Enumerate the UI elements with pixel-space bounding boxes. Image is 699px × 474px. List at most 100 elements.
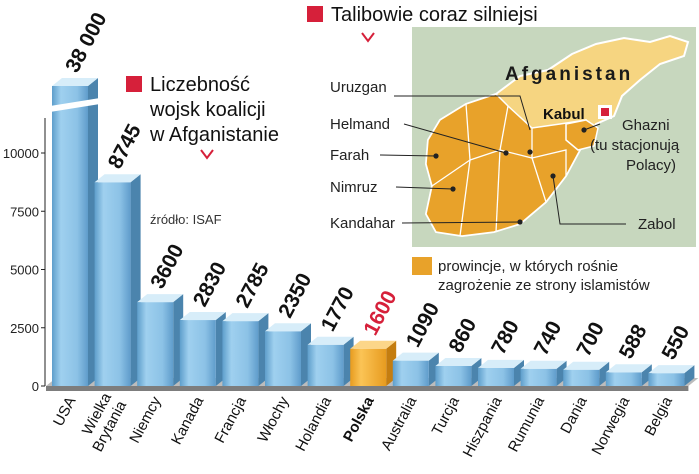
y-tick-label: 5000 [10, 263, 39, 278]
province-label-nimruz: Nimruz [330, 179, 378, 196]
bar-side [684, 365, 695, 386]
value-label: 550 [658, 322, 695, 364]
value-label: 2830 [189, 258, 231, 310]
bar [52, 86, 88, 386]
bar [137, 302, 174, 386]
value-label: 588 [615, 321, 652, 363]
chart-title-arrow [200, 149, 214, 160]
bar [179, 320, 216, 386]
category-label: Turcja [429, 393, 464, 438]
province-label-farah: Farah [330, 147, 369, 164]
bar [478, 367, 514, 386]
value-label: 1090 [402, 299, 444, 351]
bar-top [392, 352, 439, 361]
province-label-zabol: Zabol [638, 216, 676, 233]
province-label-helmand: Helmand [330, 116, 390, 133]
bar [307, 344, 344, 386]
bar-top [563, 361, 610, 370]
category-label: Australia [378, 393, 421, 453]
province-label-uruzgan: Uruzgan [330, 79, 387, 96]
category-label: Francja [211, 393, 250, 446]
value-label: 1600 [359, 287, 401, 339]
bar-top [605, 364, 652, 373]
bar-top [222, 313, 269, 322]
ghazni-note-line2: Polacy) [626, 157, 676, 174]
legend-text-line1: prowincje, w których rośnie [438, 258, 618, 275]
category-label: Norwegia [589, 393, 634, 458]
map-panel [379, 27, 696, 247]
value-label: 2350 [274, 270, 316, 322]
category-label: Holandia [292, 393, 335, 454]
value-label: 38 000 [61, 9, 111, 77]
bar [392, 360, 429, 386]
value-label: 780 [487, 316, 524, 358]
bar-top [435, 357, 482, 366]
map-title-arrow [361, 32, 375, 43]
bar [435, 365, 472, 386]
bar-top [307, 336, 354, 345]
bar-side [641, 364, 652, 386]
chart-title-marker [126, 76, 142, 92]
value-label: 740 [530, 317, 567, 359]
bar-top [94, 174, 141, 183]
bar-top [179, 312, 226, 321]
value-label: 2785 [232, 259, 274, 311]
bar-top [350, 340, 397, 349]
category-label: USA [50, 394, 79, 429]
bar-top [648, 365, 695, 374]
leader-lines [379, 95, 626, 225]
category-label: Dania [557, 393, 591, 436]
province-borders [431, 103, 567, 237]
y-tick-label: 0 [32, 379, 39, 394]
bar [94, 182, 131, 386]
bar-top [52, 78, 98, 86]
category-label: Belgia [641, 393, 676, 438]
map-title-marker [307, 6, 323, 22]
bar [222, 321, 259, 386]
bar [605, 372, 642, 386]
province-label-ghazni: Ghazni [622, 117, 670, 134]
map-title: Talibowie coraz silniejsi [331, 4, 538, 26]
province-label-kandahar: Kandahar [330, 215, 395, 232]
chart-title-line2: wojsk koalicji [149, 99, 266, 121]
category-label: Hiszpania [460, 393, 506, 460]
chart-floor-edge [46, 386, 689, 391]
category-label: Niemcy [126, 393, 165, 446]
country-label: Afganistan [505, 64, 633, 85]
kabul-marker [601, 108, 609, 116]
bar-top [520, 360, 567, 369]
axis-break-band [50, 98, 100, 112]
bar-top [137, 294, 184, 303]
legend-text-line2: zagrożenie ze strony islamistów [438, 277, 650, 294]
bar-top [478, 359, 524, 368]
value-label: 700 [572, 318, 609, 360]
province-dots [433, 127, 587, 225]
bar-top [265, 323, 311, 332]
bar [265, 331, 301, 386]
category-label: Kanada [168, 393, 208, 447]
bar [563, 369, 600, 386]
y-tick-label: 2500 [10, 321, 39, 336]
bar [648, 373, 685, 386]
chart-title-line3: w Afganistanie [149, 124, 279, 146]
bar [520, 368, 557, 386]
value-label: 860 [445, 315, 482, 357]
bar [350, 348, 387, 386]
value-label: 1770 [317, 283, 359, 335]
category-label: Rumunia [505, 393, 549, 455]
category-label: Polska [340, 393, 378, 444]
capital-label: Kabul [543, 106, 585, 123]
source-label: źródło: ISAF [150, 212, 222, 227]
chart-title-line1: Liczebność [150, 74, 250, 96]
category-label: WielkaBrytania [74, 390, 130, 455]
category-label: Włochy [254, 393, 292, 445]
legend-swatch [412, 257, 432, 275]
y-axis: 0 2500 5000 7500 10000 [3, 118, 46, 394]
y-tick-label: 10000 [3, 146, 39, 161]
ghazni-note-line1: (tu stacjonują [590, 137, 680, 154]
value-label: 8745 [104, 120, 146, 172]
y-tick-label: 7500 [10, 204, 39, 219]
value-label: 3600 [146, 240, 188, 292]
